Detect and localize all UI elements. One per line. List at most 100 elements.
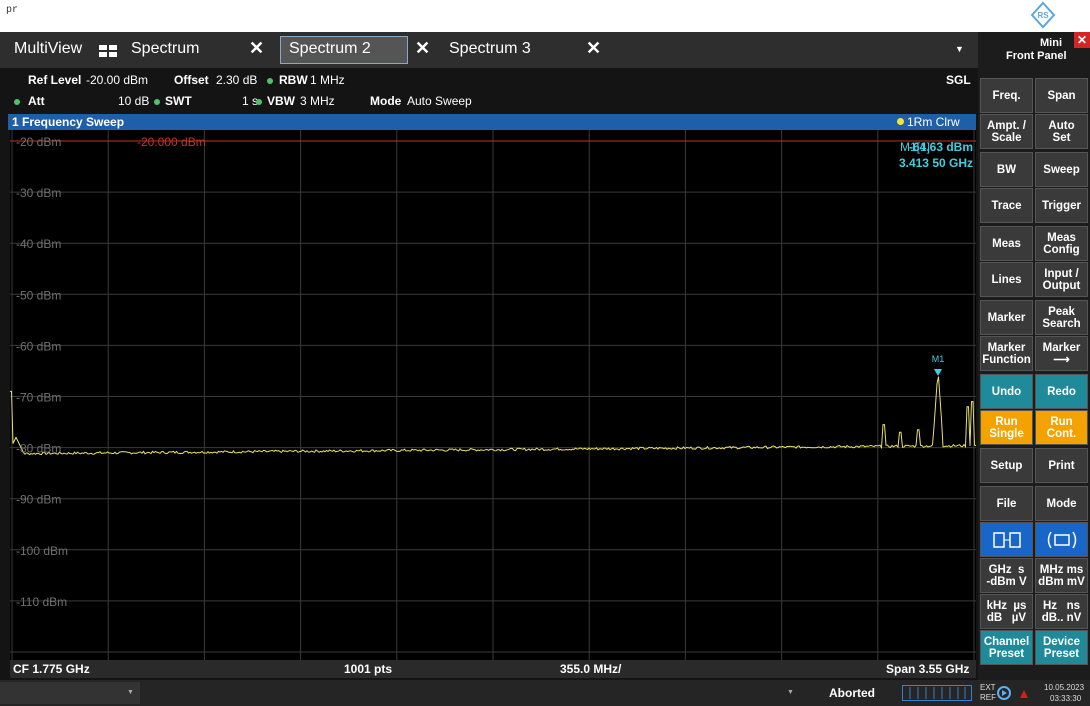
panel-button[interactable]: Meas xyxy=(980,226,1033,261)
label: Offset xyxy=(174,73,209,87)
value: 10 dB xyxy=(118,94,150,108)
button-label: Freq. xyxy=(992,89,1021,102)
button-label: kHz µs xyxy=(986,599,1027,612)
status-dropdown[interactable] xyxy=(0,682,140,704)
close-tab[interactable]: ✕ xyxy=(249,38,265,58)
button-label: Ampt. / xyxy=(987,119,1026,132)
sweep-state: SGL xyxy=(946,73,971,87)
panel-button[interactable]: Sweep xyxy=(1035,152,1088,187)
tab[interactable]: Spectrum 3 xyxy=(449,40,531,57)
button-label: Input / xyxy=(1044,267,1079,280)
panel-button[interactable]: Span xyxy=(1035,78,1088,113)
panel-button[interactable]: Meas Config xyxy=(1035,226,1088,261)
button-label: dB.. nV xyxy=(1041,611,1082,624)
panel-close[interactable]: ✕ xyxy=(1074,32,1090,48)
panel-button[interactable]: Freq. xyxy=(980,78,1033,113)
tab[interactable]: Spectrum 2 xyxy=(289,40,371,57)
panel-button[interactable]: Print xyxy=(1035,448,1088,483)
y-axis-label: -80 dBm xyxy=(16,442,61,456)
button-label: Run xyxy=(995,415,1018,428)
panel-button[interactable]: Hz ns dB.. nV xyxy=(1035,594,1088,629)
panel-button[interactable]: kHz µs dB µV xyxy=(980,594,1033,629)
value: 3 MHz xyxy=(300,94,335,108)
button-label: Preset xyxy=(988,647,1025,660)
button-label: -dBm V xyxy=(986,575,1027,588)
panel-button[interactable]: MHz ms dBm mV xyxy=(1035,558,1088,593)
panel-button[interactable]: Trigger xyxy=(1035,188,1088,223)
label: Att xyxy=(28,94,45,108)
button-label: Sweep xyxy=(1043,163,1080,176)
button-label: Search xyxy=(1042,317,1081,330)
button-label: Auto xyxy=(1048,119,1075,132)
window-title: 1 Frequency Sweep xyxy=(12,115,125,129)
y-axis-label: -60 dBm xyxy=(16,339,61,353)
value: 2.30 dB xyxy=(216,73,258,87)
button-label: Marker xyxy=(987,341,1026,354)
panel-button[interactable]: BW xyxy=(980,152,1033,187)
panel-button[interactable]: Setup xyxy=(980,448,1033,483)
points: 1001 pts xyxy=(344,662,393,676)
value: Auto Sweep xyxy=(407,94,472,108)
marker-symbol xyxy=(934,369,942,376)
label: SWT xyxy=(165,94,192,108)
y-axis-label: -30 dBm xyxy=(16,186,61,200)
status-bar xyxy=(0,680,1090,706)
button-label: Output xyxy=(1042,279,1081,292)
panel-button[interactable]: Channel Preset xyxy=(980,630,1033,665)
span: Span 3.55 GHz xyxy=(886,662,970,676)
close-tab[interactable]: ✕ xyxy=(415,38,431,58)
label: RBW xyxy=(279,73,308,87)
panel-button[interactable]: Ampt. / Scale xyxy=(980,114,1033,149)
panel-button[interactable]: Redo xyxy=(1035,374,1088,409)
icon-button[interactable] xyxy=(1035,522,1088,557)
button-label: GHz s xyxy=(988,563,1025,576)
panel-button[interactable]: Device Preset xyxy=(1035,630,1088,665)
marker-name: M1[1] xyxy=(900,140,930,154)
panel-button[interactable]: Input / Output xyxy=(1035,262,1088,297)
button-label: Span xyxy=(1047,89,1076,102)
label: Ref Level xyxy=(28,73,82,87)
tab-dropdown[interactable]: ▼ xyxy=(955,44,964,54)
panel-title: Front Panel xyxy=(1006,50,1067,62)
icon-button[interactable] xyxy=(980,522,1033,557)
panel-button[interactable]: Marker Function xyxy=(980,336,1033,371)
trace-info: 1Rm Clrw xyxy=(907,115,960,129)
status-dot xyxy=(154,99,160,105)
button-label: Single xyxy=(989,427,1024,440)
reference-label: -20.000 dBm xyxy=(137,135,206,149)
marker-tag: M1 xyxy=(932,354,945,364)
panel-button[interactable]: Trace xyxy=(980,188,1033,223)
tab[interactable]: Spectrum xyxy=(131,40,200,57)
tab[interactable]: MultiView xyxy=(14,40,83,57)
button-label: Function xyxy=(982,353,1031,366)
button-label: dBm mV xyxy=(1038,575,1085,588)
close-tab[interactable]: ✕ xyxy=(586,38,602,58)
panel-button[interactable]: Run Cont. xyxy=(1035,410,1088,445)
marker-freq: 3.413 50 GHz xyxy=(899,156,973,170)
panel-button[interactable]: Auto Set xyxy=(1035,114,1088,149)
date: 10.05.2023 xyxy=(1044,683,1085,692)
active-tab[interactable] xyxy=(280,36,408,64)
panel-button[interactable]: GHz s -dBm V xyxy=(980,558,1033,593)
panel-button[interactable]: Marker ⟶ xyxy=(1035,336,1088,371)
button-label: Print xyxy=(1048,459,1075,472)
panel-button[interactable]: Mode xyxy=(1035,486,1088,521)
button-label: dB µV xyxy=(986,611,1027,624)
button-label: Undo xyxy=(991,385,1022,398)
button-label: Marker xyxy=(1042,341,1081,354)
panel-button[interactable]: Peak Search xyxy=(1035,300,1088,335)
button-label: Mode xyxy=(1046,497,1077,510)
panel-button[interactable]: Lines xyxy=(980,262,1033,297)
button-label: ⟶ xyxy=(1053,353,1070,366)
y-axis-label: -70 dBm xyxy=(16,391,61,405)
label: Mode xyxy=(370,94,402,108)
panel-title: Mini xyxy=(1040,37,1062,49)
button-label: Scale xyxy=(991,131,1022,144)
dropdown-arrow: ▼ xyxy=(787,689,794,696)
status-dot xyxy=(14,99,20,105)
panel-button[interactable]: Marker xyxy=(980,300,1033,335)
panel-button[interactable]: Run Single xyxy=(980,410,1033,445)
panel-button[interactable]: File xyxy=(980,486,1033,521)
panel-button[interactable]: Undo xyxy=(980,374,1033,409)
